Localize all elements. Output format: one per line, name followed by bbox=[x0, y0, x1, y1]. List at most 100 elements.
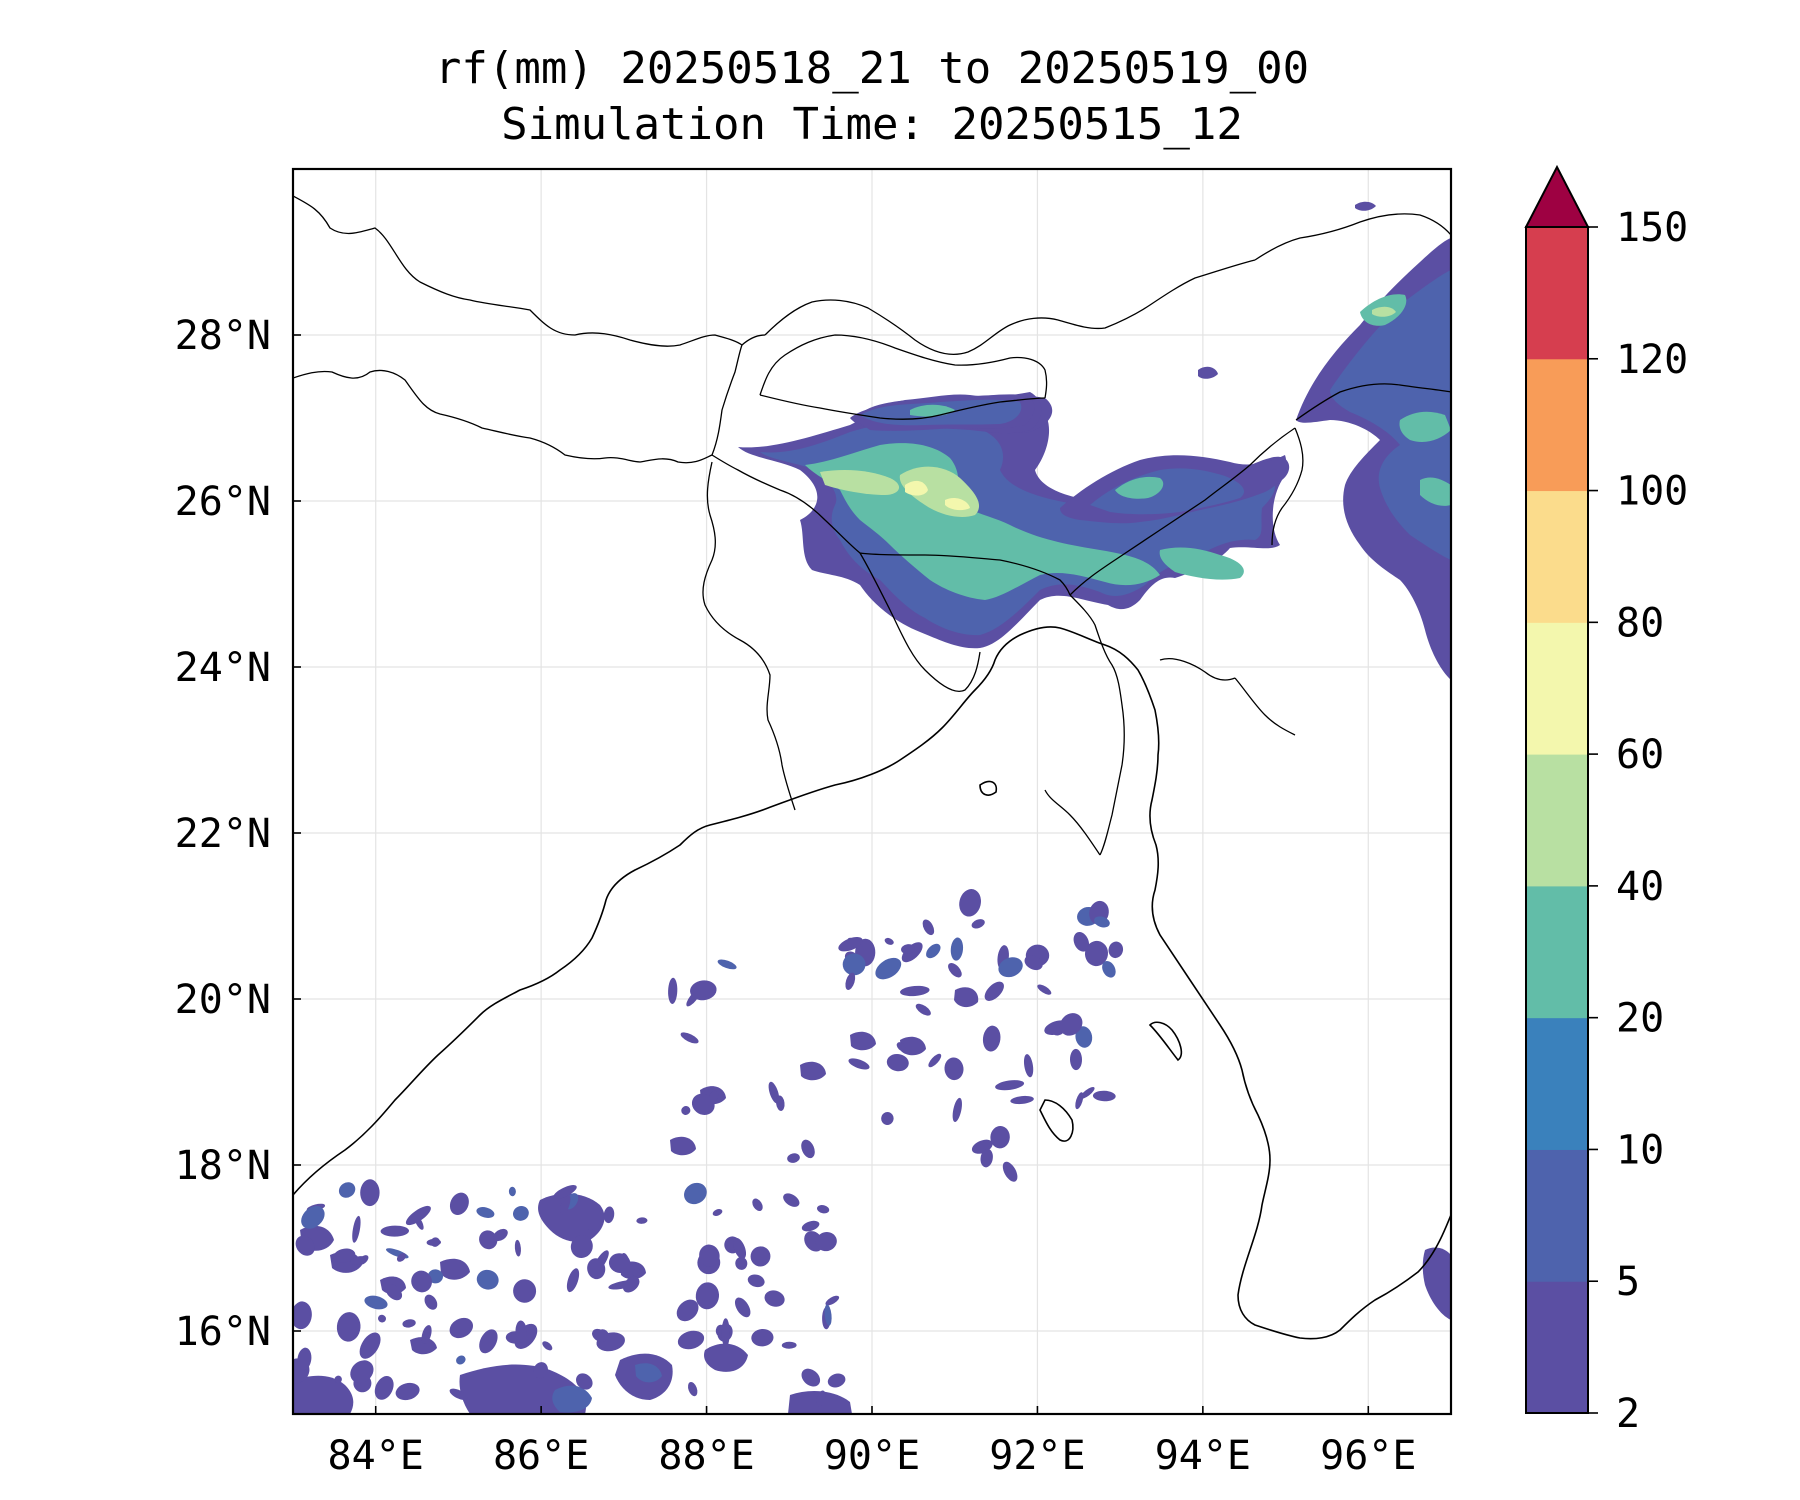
rain-contour bbox=[440, 1258, 470, 1280]
rain-contour bbox=[850, 1031, 876, 1051]
rain-speckle bbox=[990, 1126, 1010, 1149]
coastline bbox=[293, 626, 1451, 1340]
rain-speckle bbox=[1069, 1048, 1083, 1071]
rain-speckle bbox=[838, 936, 863, 952]
rain-speckle bbox=[430, 1237, 440, 1247]
rain-speckle bbox=[421, 1325, 432, 1344]
colorbar-band bbox=[1526, 754, 1588, 887]
rain-contour bbox=[410, 1337, 437, 1355]
rain-speckle bbox=[293, 1301, 312, 1330]
rain-speckle bbox=[801, 1368, 821, 1387]
rain-speckle bbox=[1084, 940, 1109, 967]
rain-contour bbox=[1090, 468, 1245, 515]
rain-speckle bbox=[751, 1328, 774, 1347]
rain-speckle bbox=[684, 1182, 707, 1205]
colorbar-tick-label: 120 bbox=[1616, 337, 1688, 383]
border bbox=[1234, 677, 1296, 736]
rain-speckle bbox=[776, 1095, 785, 1111]
rain-speckle bbox=[768, 1081, 780, 1104]
rain-speckle bbox=[735, 1256, 748, 1270]
rain-speckle bbox=[668, 977, 678, 1004]
rain-speckle bbox=[479, 1230, 498, 1250]
rain-speckle bbox=[636, 1217, 648, 1224]
rain-speckle bbox=[622, 1276, 640, 1293]
rain-speckle bbox=[944, 1057, 964, 1081]
rain-speckle bbox=[424, 1294, 438, 1310]
border bbox=[293, 195, 743, 347]
colorbar-tick-label: 100 bbox=[1616, 469, 1688, 515]
map-area bbox=[293, 169, 1451, 1414]
rain-speckle bbox=[479, 1329, 498, 1354]
border bbox=[1271, 427, 1304, 546]
map-frame bbox=[291, 167, 1453, 1416]
rain-speckle bbox=[721, 1318, 730, 1348]
colorbar-tick-label: 2 bbox=[1616, 1391, 1640, 1437]
rain-speckle bbox=[514, 1239, 521, 1257]
colorbar-band bbox=[1526, 1281, 1588, 1414]
rain-contour bbox=[704, 1343, 748, 1372]
y-axis-tick-labels: 16°N 18°N 20°N 22°N 24°N 26°N 28°N bbox=[175, 313, 271, 1355]
y-tick-label: 18°N bbox=[175, 1143, 271, 1189]
rain-contour bbox=[945, 497, 970, 511]
y-tick-label: 16°N bbox=[175, 1309, 271, 1355]
rain-speckle bbox=[712, 1209, 723, 1216]
rain-speckle bbox=[688, 1381, 698, 1397]
rain-speckle bbox=[1075, 1026, 1093, 1048]
y-tick-label: 24°N bbox=[175, 645, 271, 691]
coastline bbox=[1039, 1099, 1074, 1142]
rain-speckle bbox=[699, 1244, 720, 1267]
rain-speckle bbox=[402, 1319, 416, 1328]
rain-speckle bbox=[338, 1182, 356, 1198]
rain-speckle bbox=[301, 1206, 325, 1229]
rain-speckle bbox=[570, 1234, 593, 1259]
chart-title: rf(mm) 20250518_21 to 20250519_00 bbox=[435, 43, 1309, 94]
rain-speckle bbox=[1010, 1095, 1034, 1105]
rain-contour bbox=[900, 1036, 926, 1056]
colorbar-tick-label: 60 bbox=[1616, 732, 1664, 778]
rain-speckle bbox=[686, 989, 701, 1007]
rain-speckle bbox=[333, 1248, 356, 1263]
colorbar-band bbox=[1526, 227, 1588, 360]
colorbar-band bbox=[1526, 490, 1588, 623]
rain-speckle bbox=[695, 1282, 720, 1310]
rain-contour bbox=[552, 1385, 592, 1413]
coastline bbox=[1148, 1021, 1183, 1062]
rain-speckle bbox=[995, 1080, 1025, 1091]
rain-speckle bbox=[752, 1198, 763, 1212]
rain-speckle bbox=[827, 1373, 846, 1388]
rain-speckle bbox=[952, 1097, 962, 1122]
rain-speckle bbox=[816, 1390, 826, 1407]
rain-speckle bbox=[476, 1207, 495, 1218]
rain-speckle bbox=[476, 1269, 499, 1290]
rain-speckle bbox=[680, 1032, 699, 1044]
x-tick-label: 96°E bbox=[1320, 1433, 1416, 1479]
rain-contour bbox=[905, 480, 928, 496]
rain-speckle bbox=[336, 1312, 361, 1342]
rain-contour bbox=[1420, 477, 1451, 506]
rain-speckle bbox=[922, 919, 935, 936]
rain-contour bbox=[1198, 366, 1218, 379]
border bbox=[711, 334, 766, 456]
rain-speckle bbox=[824, 1304, 832, 1326]
rain-speckle bbox=[512, 1205, 529, 1221]
x-axis-tick-labels: 84°E 86°E 88°E 90°E 92°E 94°E 96°E bbox=[328, 1433, 1417, 1479]
border bbox=[1295, 383, 1451, 421]
rain-speckle bbox=[676, 1299, 699, 1322]
rain-speckle bbox=[801, 1220, 820, 1232]
rain-speckle bbox=[915, 1003, 931, 1016]
x-tick-label: 90°E bbox=[824, 1433, 920, 1479]
coastlines-and-borders bbox=[293, 195, 1451, 1340]
rain-contour bbox=[1399, 411, 1451, 442]
rain-speckle bbox=[901, 944, 915, 954]
rain-speckle bbox=[982, 1025, 1001, 1052]
rain-speckle bbox=[815, 1232, 837, 1252]
rain-speckle bbox=[560, 1194, 571, 1215]
rain-speckle bbox=[395, 1382, 420, 1401]
rain-speckle bbox=[542, 1341, 553, 1351]
rain-speckle bbox=[380, 1225, 409, 1237]
rain-speckle bbox=[896, 1042, 907, 1052]
rain-speckle bbox=[848, 1058, 870, 1070]
x-tick-label: 86°E bbox=[493, 1433, 589, 1479]
rain-speckle bbox=[350, 1256, 366, 1265]
